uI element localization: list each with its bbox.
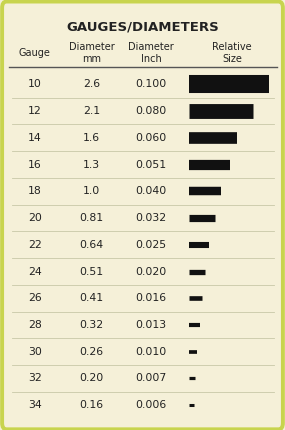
Text: 0.013: 0.013 [135,320,166,330]
Text: 30: 30 [28,347,42,357]
Text: 16: 16 [28,160,42,169]
Text: 0.010: 0.010 [135,347,167,357]
Text: 0.080: 0.080 [135,106,167,116]
Text: 0.016: 0.016 [135,293,166,303]
Text: 0.032: 0.032 [135,213,166,223]
Text: 0.32: 0.32 [80,320,103,330]
Text: Gauge: Gauge [19,48,51,58]
Text: 20: 20 [28,213,42,223]
Text: 0.26: 0.26 [80,347,103,357]
FancyBboxPatch shape [2,2,283,429]
Text: 0.007: 0.007 [135,374,167,384]
Text: 0.64: 0.64 [80,240,103,250]
Text: 0.040: 0.040 [135,186,167,197]
Text: 2.1: 2.1 [83,106,100,116]
Text: 0.100: 0.100 [135,80,167,89]
Text: 18: 18 [28,186,42,197]
Text: 0.051: 0.051 [135,160,166,169]
Text: 0.81: 0.81 [80,213,103,223]
Text: 22: 22 [28,240,42,250]
Text: 28: 28 [28,320,42,330]
Text: 0.006: 0.006 [135,400,167,410]
Text: 0.025: 0.025 [135,240,166,250]
Text: 2.6: 2.6 [83,80,100,89]
Text: 0.020: 0.020 [135,267,167,276]
Text: 10: 10 [28,80,42,89]
Text: Diameter
Inch: Diameter Inch [128,42,174,64]
Text: Diameter
mm: Diameter mm [69,42,114,64]
Text: 0.16: 0.16 [80,400,103,410]
Text: 1.3: 1.3 [83,160,100,169]
Text: 12: 12 [28,106,42,116]
Text: 0.20: 0.20 [79,374,103,384]
Text: 26: 26 [28,293,42,303]
Text: 32: 32 [28,374,42,384]
Text: 1.0: 1.0 [83,186,100,197]
Text: 34: 34 [28,400,42,410]
Text: 14: 14 [28,133,42,143]
Text: 0.41: 0.41 [80,293,103,303]
Text: 0.51: 0.51 [80,267,103,276]
Text: 0.060: 0.060 [135,133,167,143]
Text: 24: 24 [28,267,42,276]
Text: GAUGES/DIAMETERS: GAUGES/DIAMETERS [66,21,219,34]
Text: 1.6: 1.6 [83,133,100,143]
Text: Relative
Size: Relative Size [212,42,252,64]
